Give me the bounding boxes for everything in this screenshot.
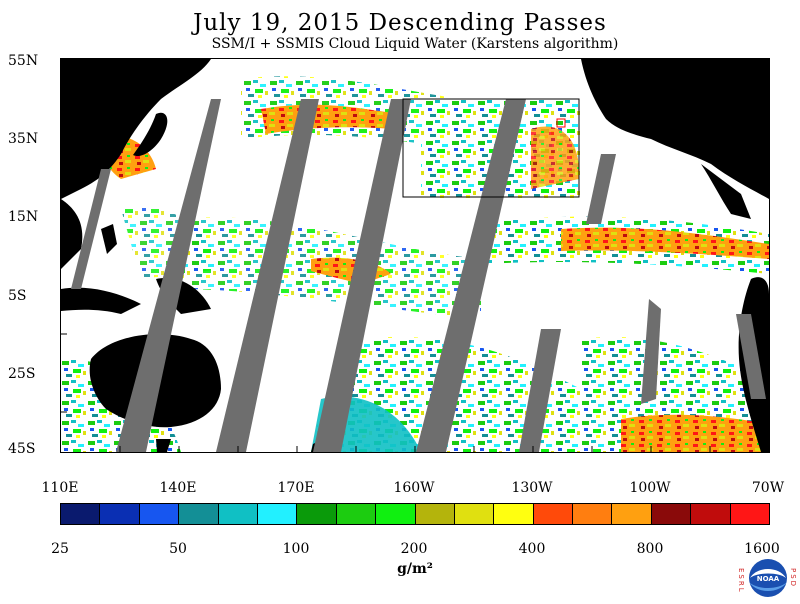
colorbar-segment: [139, 504, 180, 524]
lat-label: 35N: [8, 131, 39, 147]
colorbar-tick-label: 25: [51, 541, 69, 557]
lat-label: 25S: [8, 366, 36, 382]
map-panel: [60, 58, 770, 453]
colorbar-tick-label: 400: [518, 541, 546, 557]
colorbar-segment: [257, 504, 298, 524]
lon-label: 100W: [629, 480, 671, 496]
lon-label: 160W: [393, 480, 435, 496]
colorbar-segment: [61, 504, 101, 524]
noaa-text: NOAA: [757, 575, 780, 583]
psd-letters: PSD: [789, 568, 797, 588]
colorbar-segment: [415, 504, 455, 524]
lon-label: 140E: [159, 480, 197, 496]
lon-label: 70W: [751, 480, 785, 496]
colorbar-segment: [533, 504, 574, 524]
colorbar-segment: [573, 504, 613, 524]
lat-label: 45S: [8, 441, 36, 457]
colorbar-segment: [218, 504, 258, 524]
no-data-swaths: [71, 99, 766, 452]
colorbar-segment: [730, 504, 770, 524]
lon-label: 130W: [511, 480, 553, 496]
marker-box: [556, 118, 566, 128]
lat-label: 55N: [8, 53, 39, 69]
colorbar-segment: [336, 504, 377, 524]
colorbar-segment: [376, 504, 416, 524]
colorbar-segment: [297, 504, 337, 524]
lat-label: 5S: [8, 288, 27, 304]
colorbar-tick-label: 800: [636, 541, 664, 557]
lat-label: 15N: [8, 209, 39, 225]
colorbar-segment: [691, 504, 731, 524]
noaa-logo: ESRL PSD NOAA: [737, 556, 799, 600]
colorbar-tick-label: 1600: [744, 541, 780, 557]
map-canvas: [61, 59, 769, 452]
colorbar: [60, 503, 770, 525]
axis-ticks: [61, 97, 711, 452]
colorbar-units: g/m²: [397, 561, 433, 577]
map-subtitle: SSM/I + SSMIS Cloud Liquid Water (Karste…: [211, 36, 619, 52]
colorbar-segment: [454, 504, 495, 524]
colorbar-tick-label: 100: [282, 541, 310, 557]
lon-label: 110E: [41, 480, 79, 496]
colorbar-segment: [100, 504, 140, 524]
colorbar-segment: [494, 504, 534, 524]
colorbar-tick-label: 50: [169, 541, 187, 557]
colorbar-tick-label: 200: [400, 541, 428, 557]
lon-label: 170E: [277, 480, 315, 496]
map-title: July 19, 2015 Descending Passes: [193, 10, 607, 36]
colorbar-segment: [612, 504, 652, 524]
colorbar-segment: [651, 504, 692, 524]
colorbar-segment: [179, 504, 219, 524]
esrl-letters: ESRL: [737, 568, 745, 594]
region-box: [402, 98, 580, 198]
